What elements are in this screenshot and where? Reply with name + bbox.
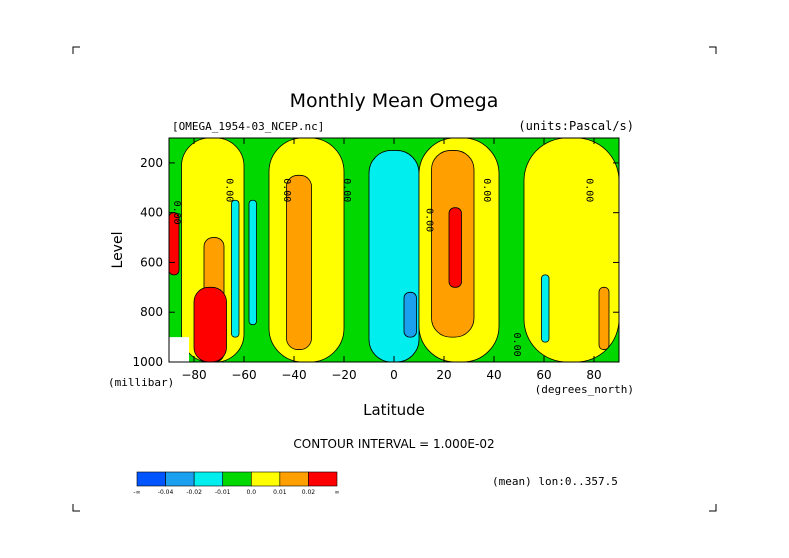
y-tick-label: 1000 bbox=[132, 355, 163, 369]
x-ticks: −80 −60 −40 −20 0 20 40 60 80 bbox=[181, 138, 602, 382]
contour-label: 0.00 bbox=[171, 201, 182, 225]
x-tick-label: 20 bbox=[436, 368, 451, 382]
contour-label: 0.00 bbox=[481, 178, 492, 202]
cyan-strip-north bbox=[541, 274, 550, 343]
topography-mask bbox=[169, 337, 189, 362]
x-unit-label: (degrees_north) bbox=[535, 383, 634, 396]
chart-title: Monthly Mean Omega bbox=[290, 90, 499, 112]
corner-marks bbox=[72, 46, 717, 512]
x-tick-label: −60 bbox=[231, 368, 256, 382]
x-tick-label: 80 bbox=[586, 368, 601, 382]
plot-area bbox=[168, 137, 620, 363]
cyan-strip-south2 bbox=[248, 199, 257, 326]
x-tick-label: 60 bbox=[536, 368, 551, 382]
contour-label: 0.00 bbox=[224, 178, 235, 202]
contour-label: 0.00 bbox=[584, 178, 595, 202]
x-tick-label: 40 bbox=[486, 368, 501, 382]
colorbar-label: 0.02 bbox=[302, 489, 316, 496]
contour-labels: 0.00 0.00 0.00 0.00 0.00 0.00 0.00 0.00 bbox=[171, 178, 595, 356]
y-unit-label: (millibar) bbox=[108, 376, 174, 389]
y-tick-label: 600 bbox=[140, 255, 163, 269]
orange-strip-north bbox=[598, 286, 610, 350]
file-label: [OMEGA_1954-03_NCEP.nc] bbox=[172, 120, 324, 133]
colorbar-label: 0.0 bbox=[247, 489, 257, 496]
x-tick-label: −80 bbox=[181, 368, 206, 382]
contour-interval-label: CONTOUR INTERVAL = 1.000E-02 bbox=[293, 437, 494, 451]
colorbar-swatch bbox=[308, 471, 338, 487]
y-ticks: 200 400 600 800 1000 bbox=[132, 156, 619, 369]
colorbar-label: -0.01 bbox=[215, 489, 231, 496]
red-core-ne bbox=[448, 207, 462, 288]
x-tick-label: 0 bbox=[390, 368, 398, 382]
colorbar-swatch bbox=[136, 471, 166, 487]
red-core-south bbox=[193, 286, 227, 363]
colorbar-label: ∞ bbox=[335, 489, 340, 496]
colorbar-swatch bbox=[250, 471, 281, 487]
contour-label: 0.00 bbox=[341, 178, 352, 202]
x-tick-label: −40 bbox=[281, 368, 306, 382]
units-label: (units:Pascal/s) bbox=[518, 119, 634, 133]
y-tick-label: 400 bbox=[140, 206, 163, 220]
colorbar-swatch bbox=[165, 471, 195, 487]
y-tick-label: 800 bbox=[140, 305, 163, 319]
contour-label: 0.00 bbox=[424, 208, 435, 232]
x-axis-label: Latitude bbox=[363, 401, 425, 419]
x-tick-label: −20 bbox=[331, 368, 356, 382]
mean-label: (mean) lon:0..357.5 bbox=[492, 475, 618, 488]
cyan-strip-south bbox=[231, 199, 240, 338]
colorbar: -∞ -0.04 -0.02 -0.01 0.0 0.01 0.02 ∞ bbox=[133, 471, 340, 496]
colorbar-swatch bbox=[193, 471, 224, 487]
colorbar-label: -0.04 bbox=[158, 489, 174, 496]
blue-core-tropics bbox=[403, 291, 417, 338]
colorbar-swatch bbox=[279, 471, 309, 487]
colorbar-label: -0.02 bbox=[186, 489, 202, 496]
contour-label: 0.00 bbox=[281, 178, 292, 202]
orange-core-midsouth bbox=[286, 174, 312, 350]
colorbar-label: 0.01 bbox=[273, 489, 287, 496]
colorbar-label: -∞ bbox=[133, 489, 140, 496]
contour-label: 0.00 bbox=[511, 333, 522, 357]
y-axis-label: Level bbox=[110, 232, 126, 269]
y-tick-label: 200 bbox=[140, 156, 163, 170]
colorbar-swatch bbox=[222, 471, 252, 487]
